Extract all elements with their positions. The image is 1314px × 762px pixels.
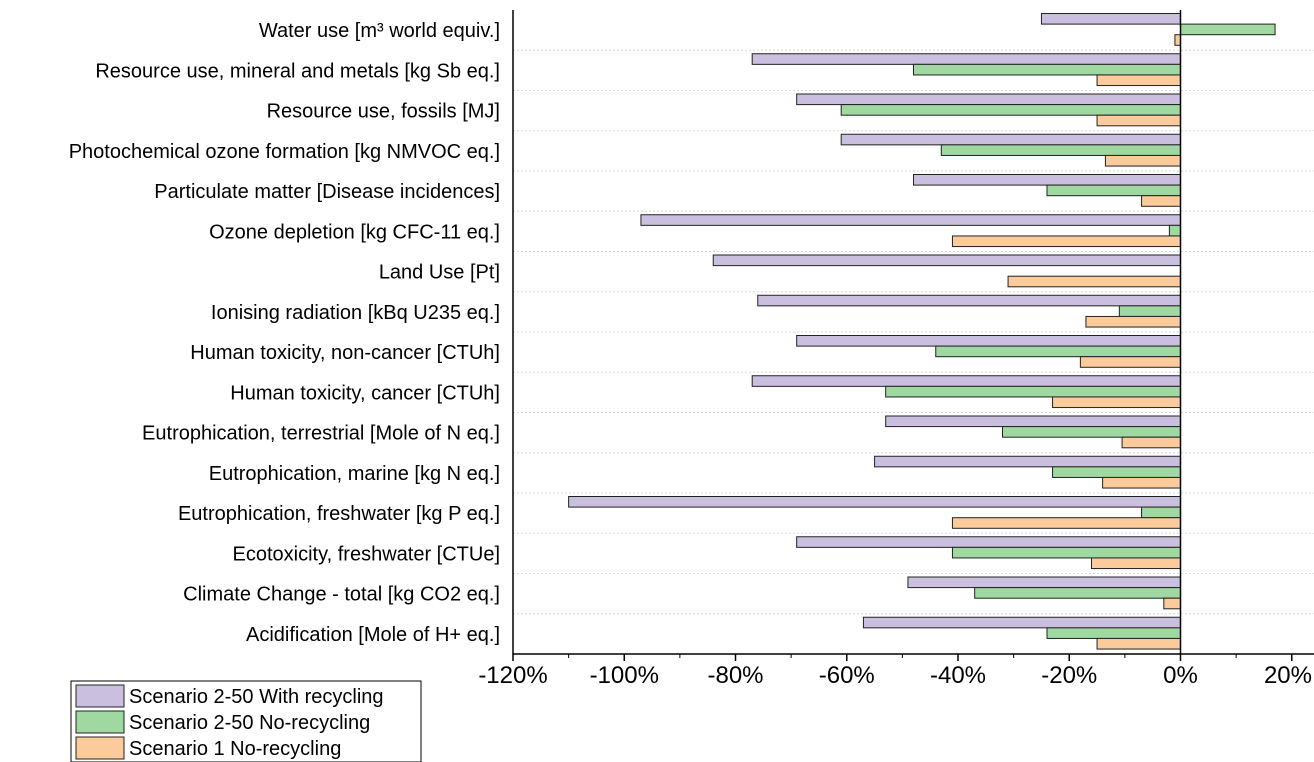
bar [751, 375, 1181, 387]
category-labels: Water use [m³ world equiv.] Resource use,… [69, 20, 500, 646]
bar [1102, 476, 1181, 489]
bar [1052, 466, 1181, 478]
x-tick-label: 20% [1264, 662, 1312, 689]
bar [1168, 224, 1181, 237]
bar [885, 415, 1181, 428]
category-label: Eutrophication, freshwater [kg P eq.] [178, 503, 500, 525]
bar [951, 546, 1181, 559]
bar [913, 174, 1181, 186]
bar [951, 235, 1181, 248]
bar [1163, 597, 1181, 610]
x-tick-label: -20% [1041, 662, 1097, 689]
bar [840, 133, 1181, 146]
bar [1040, 13, 1181, 25]
category-label: Resource use, fossils [MJ] [267, 101, 500, 123]
category-label: Resource use, mineral and metals [kg Sb … [95, 60, 500, 82]
bar [1121, 436, 1181, 449]
category-label: Acidification [Mole of H+ eq.] [246, 624, 500, 646]
bar [1007, 275, 1181, 288]
x-tick-label: -80% [707, 662, 763, 689]
bar [757, 294, 1181, 307]
bar [940, 144, 1181, 156]
category-label: Eutrophication, marine [kg N eq.] [209, 463, 500, 485]
bar [1180, 23, 1276, 36]
bar [1096, 637, 1181, 650]
bar [951, 517, 1181, 529]
category-label: Climate Change - total [kg CO2 eq.] [183, 584, 500, 606]
category-label: Ecotoxicity, freshwater [CTUe] [233, 543, 500, 565]
bar [1118, 305, 1181, 317]
legend: Scenario 2-50 With recycling Scenario 2-5… [70, 680, 422, 762]
bar [1091, 557, 1181, 570]
bar [913, 63, 1181, 76]
category-label: Ionising radiation [kBq U235 eq.] [211, 302, 500, 324]
bar [712, 254, 1181, 267]
x-tick-label: -40% [930, 662, 986, 689]
bars [568, 13, 1276, 650]
legend-label: Scenario 1 No-recycling [129, 738, 341, 760]
bar [1104, 154, 1181, 167]
legend-label: Scenario 2-50 No-recycling [129, 712, 370, 734]
category-label: Photochemical ozone formation [kg NMVOC … [69, 141, 500, 163]
bar [974, 587, 1181, 599]
bar [907, 576, 1181, 589]
bar [1174, 34, 1181, 46]
bar [862, 616, 1181, 629]
bar [1052, 396, 1181, 409]
bar [1046, 627, 1181, 639]
category-label: Water use [m³ world equiv.] [259, 20, 500, 42]
bar [935, 345, 1181, 358]
x-tick-label: -60% [819, 662, 875, 689]
grid-lines [513, 49, 1314, 615]
bar [1141, 195, 1181, 207]
bar [1079, 356, 1181, 368]
category-label: Land Use [Pt] [379, 262, 500, 284]
bar [1046, 184, 1181, 197]
bar [1085, 315, 1181, 328]
bar [640, 214, 1181, 226]
category-label: Human toxicity, non-cancer [CTUh] [190, 342, 500, 364]
category-label: Particulate matter [Disease incidences] [154, 181, 500, 203]
bar [796, 335, 1181, 347]
bar [796, 536, 1181, 548]
bar [874, 455, 1181, 468]
bar [1096, 114, 1181, 127]
bar [568, 496, 1181, 508]
bar [885, 385, 1181, 398]
bar [1002, 426, 1181, 438]
x-tick-label: -100% [590, 662, 659, 689]
bar [751, 53, 1181, 65]
legend-box [70, 680, 422, 762]
bar [796, 93, 1181, 106]
legend-swatch [75, 736, 125, 760]
category-label: Human toxicity, cancer [CTUh] [230, 382, 500, 404]
x-axis-ticks: -120% -100% -80% -60% -40% -20% 0% 20% [478, 654, 1312, 689]
category-label: Eutrophication, terrestrial [Mole of N e… [142, 423, 500, 445]
bar [1141, 506, 1181, 519]
legend-swatch [75, 684, 125, 708]
bar [840, 104, 1181, 116]
legend-label: Scenario 2-50 With recycling [129, 686, 384, 708]
legend-swatch [75, 710, 125, 734]
category-label: Ozone depletion [kg CFC-11 eq.] [209, 221, 500, 243]
bar [1096, 74, 1181, 87]
x-tick-label: 0% [1163, 662, 1198, 689]
x-tick-label: -120% [478, 662, 547, 689]
